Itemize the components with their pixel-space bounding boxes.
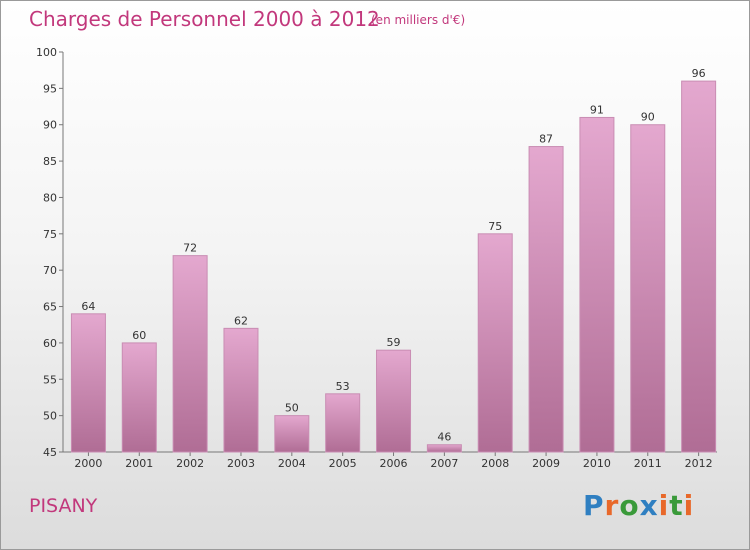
data-label: 53 [336,380,350,393]
bar [121,342,157,453]
y-tick-label: 100 [36,46,57,59]
bar [528,146,564,453]
x-tick-label: 2010 [583,457,611,470]
chart-subtitle: (en milliers d'€) [371,13,466,27]
town-name: PISANY [29,495,98,517]
data-label: 62 [234,314,248,327]
data-label: 46 [437,431,451,444]
x-tick-label: 2011 [634,457,662,470]
chart-bars [70,80,717,453]
data-label: 87 [539,133,553,146]
data-label: 75 [488,220,502,233]
y-tick-label: 80 [43,191,57,204]
x-tick-label: 2006 [380,457,408,470]
logo-letter: i [658,489,670,522]
logo-letter: i [683,489,695,522]
data-label: 90 [641,111,655,124]
bar [172,255,208,453]
bar [579,116,615,453]
data-label: 59 [387,336,401,349]
y-tick-label: 70 [43,264,57,277]
data-label: 91 [590,103,604,116]
bar [376,349,412,453]
data-label: 50 [285,402,299,415]
x-tick-label: 2001 [125,457,153,470]
y-tick-label: 50 [43,410,57,423]
y-tick-label: 85 [43,155,57,168]
data-label: 60 [132,329,146,342]
x-tick-label: 2009 [532,457,560,470]
bar [274,415,310,453]
x-tick-label: 2003 [227,457,255,470]
x-tick-label: 2004 [278,457,306,470]
bar [681,80,717,453]
logo-letter: r [604,489,620,522]
y-tick-label: 55 [43,373,57,386]
data-label: 64 [81,300,95,313]
logo-letter: P [583,489,605,522]
logo-letter: x [639,489,659,522]
proxiti-logo: Proxiti [583,489,694,522]
chart-labels: 2000 64 2001 60 2002 72 2003 62 2004 50 2005 53 2006… [74,67,712,470]
x-tick-label: 2008 [481,457,509,470]
bar [630,124,666,453]
bar [477,233,513,453]
logo-letter: o [619,489,640,522]
y-tick-label: 45 [43,446,57,459]
y-tick-label: 95 [43,82,57,95]
x-tick-label: 2007 [430,457,458,470]
y-tick-label: 65 [43,301,57,314]
bar [223,327,259,453]
x-tick-label: 2005 [329,457,357,470]
y-tick-label: 75 [43,228,57,241]
data-label: 72 [183,242,197,255]
x-tick-label: 2002 [176,457,204,470]
y-tick-label: 60 [43,337,57,350]
logo-letter: t [669,489,684,522]
bar [70,313,106,453]
chart-title: Charges de Personnel 2000 à 2012 [29,7,380,31]
y-tick-label: 90 [43,119,57,132]
data-label: 96 [692,67,706,80]
chart-axes: 45 50 55 60 65 70 75 80 85 90 95 100 [36,46,717,459]
bar [325,393,361,453]
bar [426,444,462,453]
x-tick-label: 2000 [74,457,102,470]
x-tick-label: 2012 [685,457,713,470]
